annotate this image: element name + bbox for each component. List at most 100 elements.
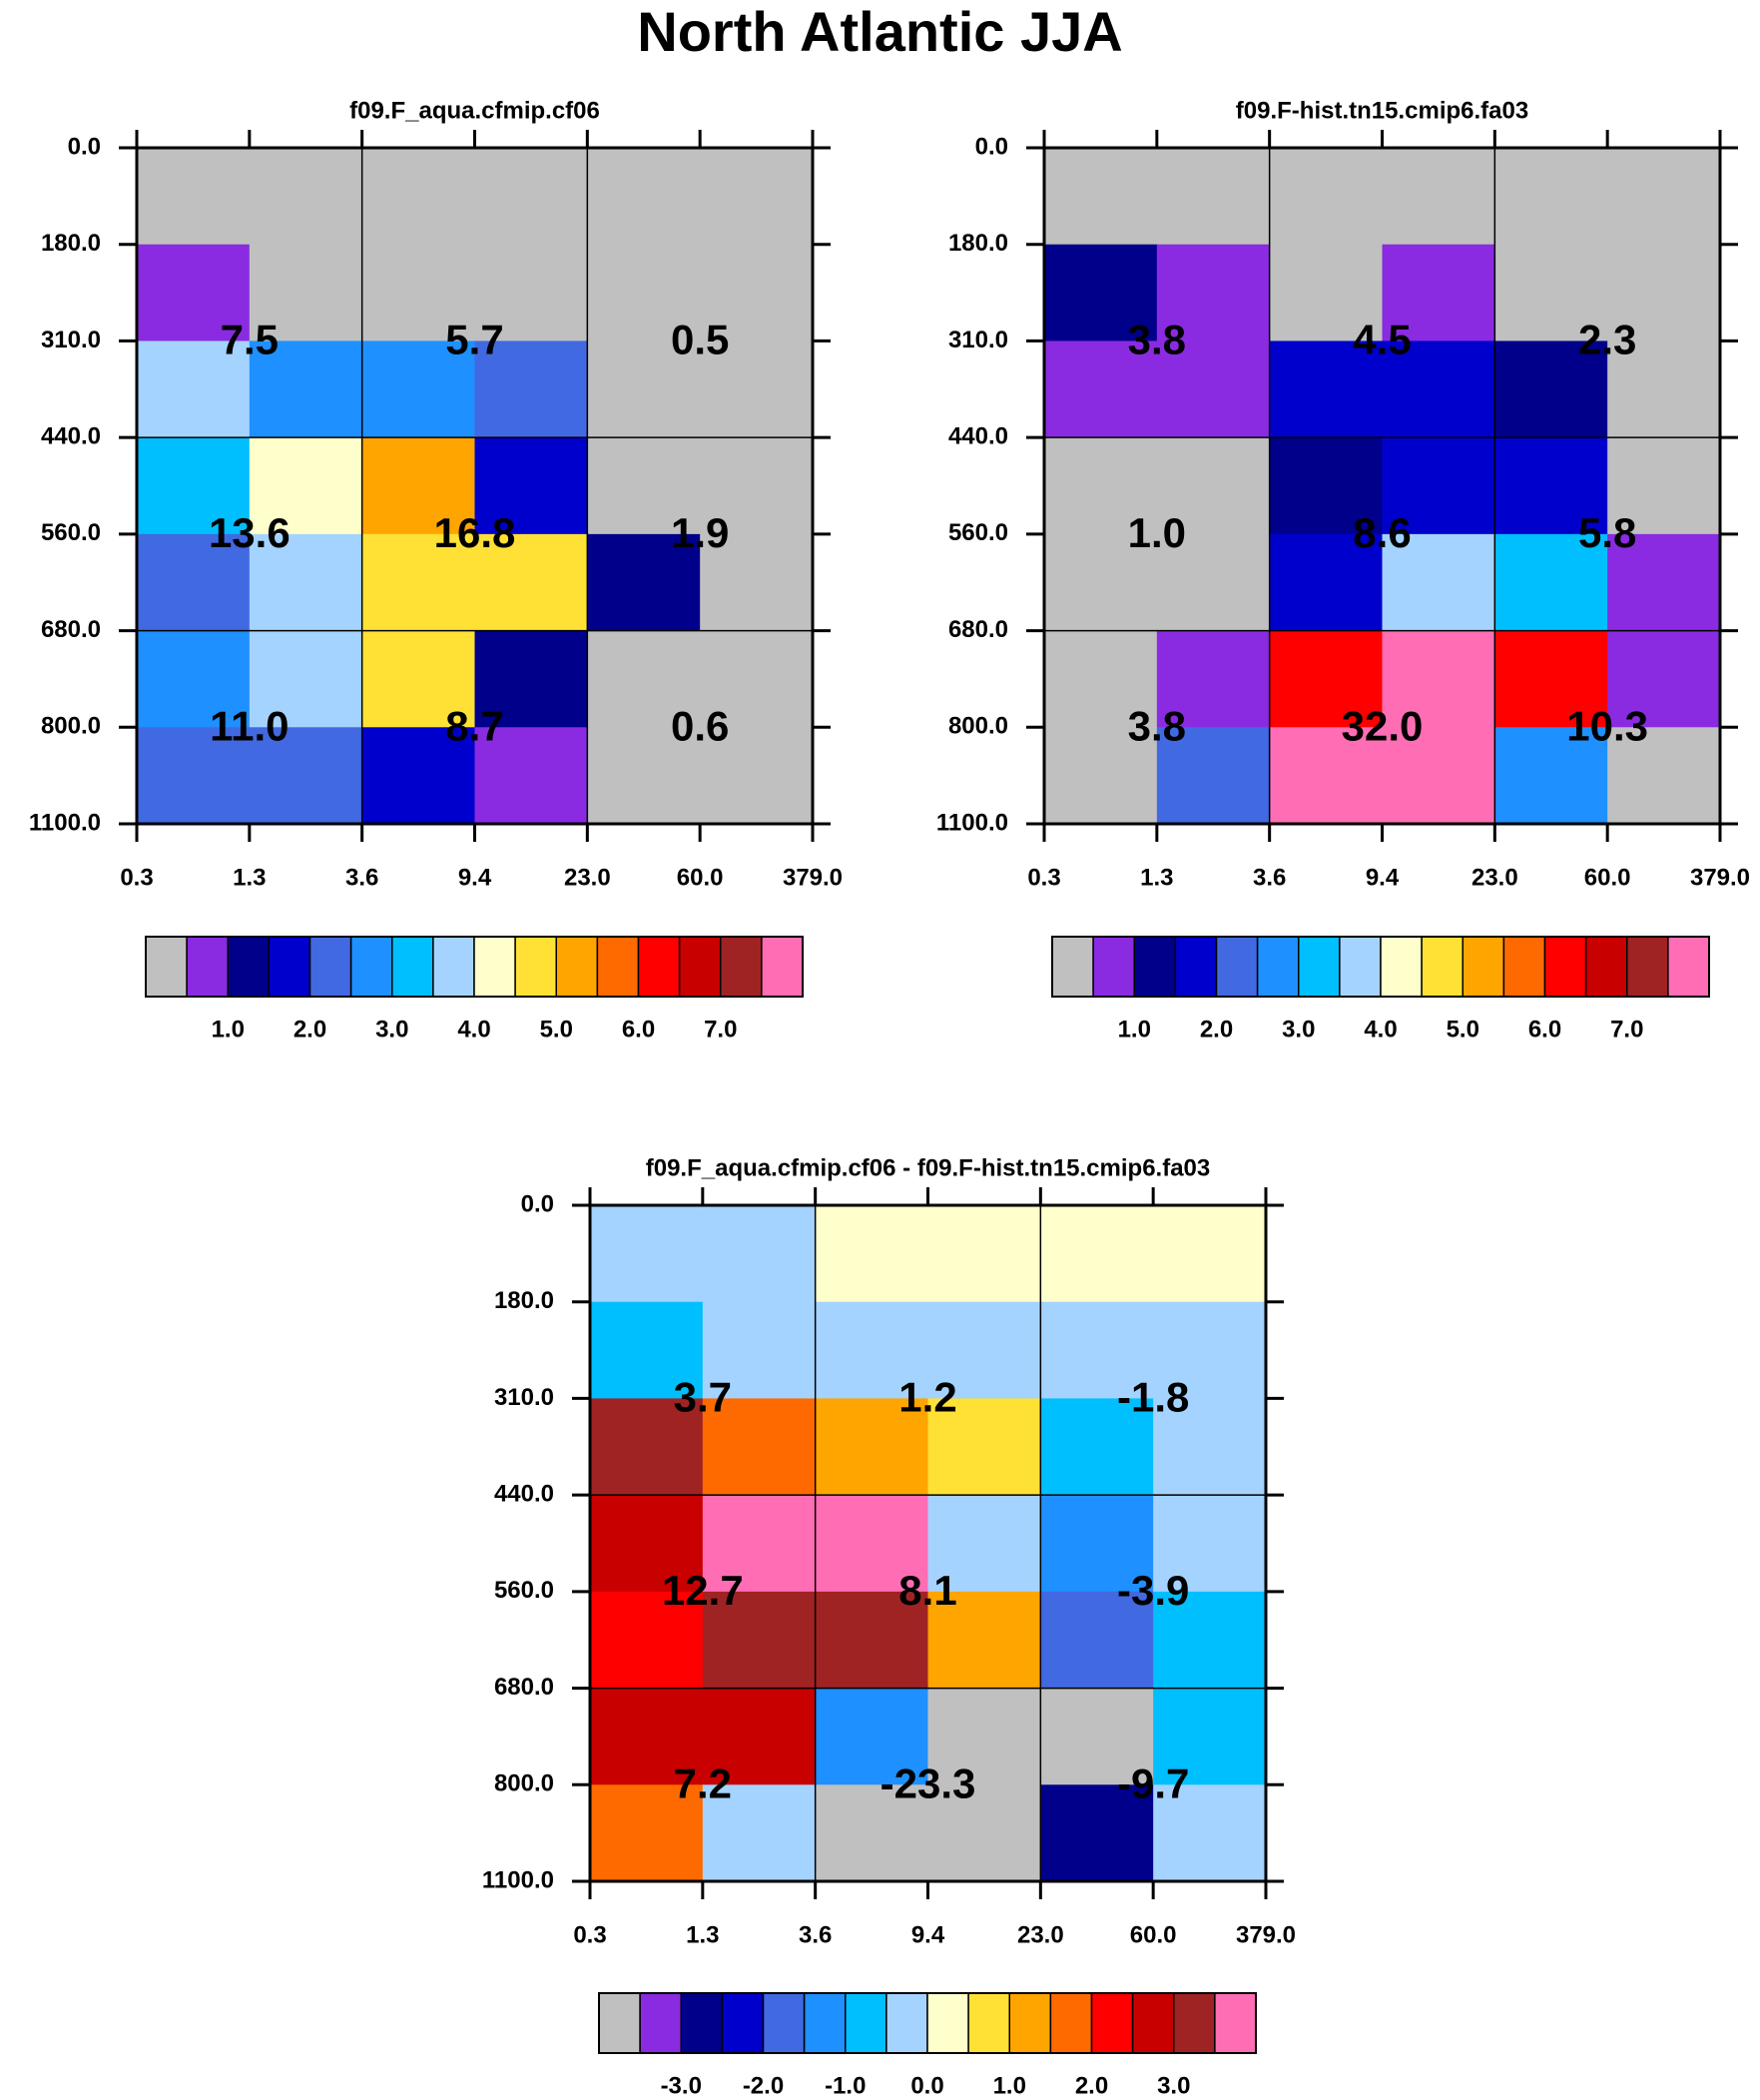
heatmap-cell (474, 727, 588, 825)
heatmap-cell (700, 533, 814, 632)
heatmap-cell (587, 148, 701, 246)
heatmap-cell (474, 533, 588, 632)
heatmap-cell (1044, 630, 1158, 728)
heatmap-cell (1494, 630, 1608, 728)
y-tick-label: 310.0 (41, 327, 101, 353)
heatmap-cell (1156, 341, 1271, 438)
y-tick-label: 560.0 (494, 1577, 554, 1604)
colorbar-swatch (678, 936, 722, 998)
heatmap-cell (137, 727, 251, 825)
heatmap-cell (1269, 630, 1384, 728)
heatmap-cell (361, 148, 476, 246)
colorbar-label: 1.0 (1118, 1016, 1151, 1043)
heatmap-cell (1382, 630, 1495, 728)
heatmap-cell (815, 1688, 929, 1785)
cell-total-label: 7.5 (221, 317, 279, 363)
cell-total-label: 10.3 (1566, 702, 1648, 749)
heatmap-cell (1607, 244, 1721, 343)
colorbar-swatch (598, 1992, 641, 2054)
heatmap-cell (927, 1784, 1041, 1882)
heatmap-cell (1040, 1784, 1154, 1882)
heatmap-cell (1040, 1205, 1154, 1303)
heatmap-cell (927, 1398, 1041, 1496)
colorbar-label: 2.0 (1075, 2072, 1108, 2099)
heatmap-cell (1156, 437, 1271, 535)
y-tick-label: 440.0 (41, 422, 101, 449)
heatmap-cell (700, 148, 814, 246)
colorbar-swatch (1256, 936, 1300, 998)
heatmap-cell (1156, 533, 1271, 632)
colorbar-label: 7.0 (1610, 1016, 1643, 1043)
colorbar-swatch (1462, 936, 1505, 998)
heatmap-cell (1269, 148, 1384, 246)
colorbar-label: 7.0 (704, 1016, 737, 1043)
colorbar-swatch (145, 936, 188, 998)
heatmap-cell (1269, 244, 1384, 343)
y-tick-label: 180.0 (41, 230, 101, 257)
heatmap-cell (1607, 727, 1721, 825)
heatmap-cell (361, 244, 476, 343)
heatmap-cell (1494, 437, 1608, 535)
cell-total-label: 13.6 (209, 509, 291, 556)
colorbar-label: 4.0 (1364, 1016, 1397, 1043)
cell-total-label: 3.8 (1128, 317, 1186, 363)
colorbar-label: 3.0 (1157, 2072, 1190, 2099)
y-tick-label: 180.0 (494, 1287, 554, 1314)
heatmap-cell (1044, 148, 1158, 246)
colorbar-swatch (845, 1992, 887, 2054)
colorbar-swatch (885, 1992, 928, 2054)
y-tick-label: 800.0 (41, 713, 101, 740)
heatmap-cell (927, 1591, 1041, 1690)
cell-total-label: 3.8 (1128, 702, 1186, 749)
y-tick-label: 310.0 (948, 327, 1008, 353)
colorbar-swatch (1380, 936, 1423, 998)
heatmap-cell (1156, 630, 1271, 728)
colorbar-label: 1.0 (212, 1016, 245, 1043)
heatmap-cell (1269, 727, 1384, 825)
heatmap-cell (1607, 533, 1721, 632)
heatmap-cell (587, 630, 701, 728)
heatmap-cell (1269, 341, 1384, 438)
heatmap-cell (587, 437, 701, 535)
x-tick-label: 1.3 (1140, 864, 1173, 891)
colorbar-swatch (1174, 936, 1218, 998)
x-tick-label: 23.0 (564, 864, 611, 891)
heatmap-cell (1382, 148, 1495, 246)
heatmap-cell (137, 148, 251, 246)
y-tick-label: 1100.0 (29, 809, 101, 836)
heatmap-cell (587, 341, 701, 438)
heatmap-cell (1153, 1591, 1267, 1690)
cell-total-label: 1.9 (671, 509, 729, 556)
heatmap-cell (137, 533, 251, 632)
colorbar-swatch (1131, 1992, 1175, 2054)
heatmap-cell (1607, 437, 1721, 535)
heatmap-cell (1382, 533, 1495, 632)
cell-total-label: 5.8 (1578, 509, 1636, 556)
colorbar-label: 6.0 (622, 1016, 655, 1043)
heatmap-cell (702, 1205, 817, 1303)
heatmap-cell (700, 244, 814, 343)
colorbar-swatch (1502, 936, 1546, 998)
heatmap-cell (927, 1301, 1041, 1400)
heatmap-cell (1382, 437, 1495, 535)
heatmap-cell (361, 630, 476, 728)
cell-total-label: 1.0 (1128, 509, 1186, 556)
cell-total-label: 3.7 (674, 1374, 732, 1421)
colorbar-label: 2.0 (1200, 1016, 1233, 1043)
colorbar-swatch (227, 936, 271, 998)
heatmap-cell (1607, 341, 1721, 438)
heatmap-cell (1040, 1688, 1154, 1785)
heatmap-cell (587, 244, 701, 343)
x-tick-label: 9.4 (458, 864, 492, 891)
heatmap-cell (474, 437, 588, 535)
x-tick-label: 379.0 (1236, 1921, 1296, 1948)
colorbar-swatch (761, 936, 804, 998)
heatmap-cell (1044, 437, 1158, 535)
colorbar-swatch (432, 936, 475, 998)
y-tick-label: 1100.0 (936, 809, 1008, 836)
colorbar-swatch (514, 936, 557, 998)
y-tick-label: 0.0 (521, 1190, 554, 1217)
heatmap-cell (702, 1591, 817, 1690)
colorbar-swatch (1008, 1992, 1052, 2054)
heatmap-cell (361, 727, 476, 825)
